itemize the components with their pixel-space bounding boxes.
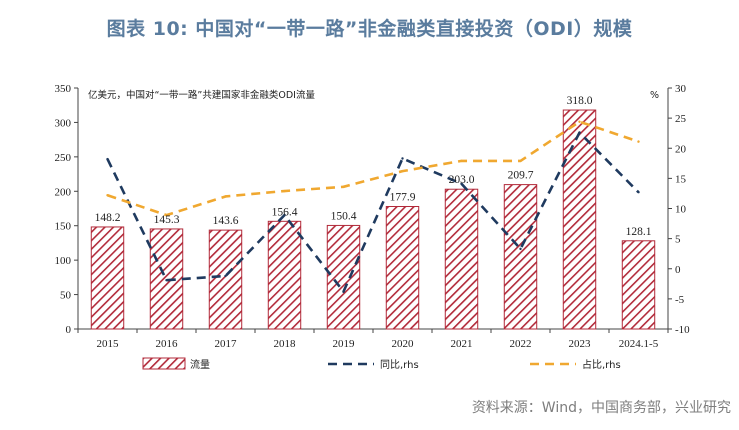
x-axis-tick-label: 2022 <box>510 338 532 350</box>
bar-data-label: 203.0 <box>449 174 475 186</box>
data-labels: 148.2 145.3 143.6 156.4 150.4 177.9 203.0 209.7… <box>95 95 652 238</box>
left-axis-tick-label: 350 <box>55 83 72 95</box>
bar <box>385 206 420 330</box>
legend-share-label: 占比,rhs <box>582 358 621 371</box>
yoy-point <box>283 213 286 217</box>
x-axis-tick-label: 2023 <box>569 338 592 350</box>
right-axis-tick-label: 30 <box>675 83 687 95</box>
bar-data-label: 148.2 <box>95 212 121 224</box>
share-point <box>106 194 109 197</box>
x-axis-tick-label: 2020 <box>392 338 415 350</box>
bar <box>562 109 597 330</box>
bar <box>444 188 479 330</box>
legend-bar-swatch <box>142 357 186 370</box>
bar-series <box>90 109 656 330</box>
left-axis-tick-label: 300 <box>55 117 72 129</box>
share-point <box>460 159 463 163</box>
left-axis-tick-label: 250 <box>55 152 72 164</box>
yoy-point <box>460 182 463 185</box>
bar <box>149 228 184 330</box>
right-axis-tick-label: -5 <box>675 294 685 306</box>
right-axis-tick-label: 15 <box>675 173 687 185</box>
left-axis-tick-label: 0 <box>66 324 72 336</box>
share-point <box>519 159 522 163</box>
bar <box>267 220 302 330</box>
bar <box>326 224 361 330</box>
yoy-point <box>519 247 522 251</box>
share-point <box>578 120 581 123</box>
left-axis-tick-label: 150 <box>55 221 72 233</box>
legend-yoy-label: 同比,rhs <box>380 359 419 371</box>
bar-data-label: 177.9 <box>390 192 416 204</box>
yoy-point <box>401 157 404 160</box>
bar <box>503 184 538 330</box>
x-axis-tick-label: 2018 <box>274 338 297 350</box>
chart-title: 图表 10: 中国对“一带一路”非金融类直接投资（ODI）规模 <box>106 18 633 40</box>
bar-data-label: 150.4 <box>331 210 357 222</box>
bar-data-label: 318.0 <box>567 95 593 107</box>
right-axis-tick-label: -10 <box>675 324 690 336</box>
right-axis-unit: % <box>650 90 659 101</box>
right-axis-tick-label: 5 <box>675 234 681 246</box>
x-axis-tick-label: 2019 <box>333 338 356 350</box>
left-axis-tick-label: 50 <box>60 290 72 302</box>
share-point <box>637 140 640 143</box>
bar <box>90 226 125 330</box>
yoy-point <box>578 131 581 134</box>
share-point <box>342 185 345 189</box>
x-axis-tick-label: 2016 <box>156 338 179 350</box>
left-axis-tick-label: 100 <box>55 255 72 267</box>
bar-data-label: 128.1 <box>626 226 652 238</box>
bar-data-label: 156.4 <box>272 206 298 218</box>
x-axis-tick-label: 2017 <box>215 338 238 350</box>
yoy-line <box>106 131 640 293</box>
bar <box>208 229 243 330</box>
share-point <box>401 169 404 173</box>
yoy-point <box>106 157 109 161</box>
legend-bar-label: 流量 <box>190 358 210 371</box>
share-point <box>224 195 227 198</box>
left-axis-tick-label: 200 <box>55 186 72 198</box>
chart-legend: 流量 同比,rhs 占比,rhs <box>142 357 621 371</box>
right-axis-tick-label: 25 <box>675 113 687 125</box>
yoy-point <box>342 290 345 293</box>
yoy-point <box>637 191 640 194</box>
bar <box>621 240 656 330</box>
bar-data-label: 145.3 <box>154 214 180 226</box>
line-series <box>106 120 640 293</box>
chart-axes: 0 50 100 150 200 250 300 350 -10 -5 0 5 10 15 20 25 30 20… <box>55 83 691 350</box>
bar-data-label: 143.6 <box>213 215 239 227</box>
share-line <box>107 120 639 217</box>
right-axis-tick-label: 20 <box>675 143 687 155</box>
source-note: 资料来源：Wind，中国商务部，兴业研究 <box>471 400 731 416</box>
x-axis-tick-label: 2021 <box>451 338 473 350</box>
bar-data-label: 209.7 <box>508 170 534 182</box>
share-point <box>165 213 168 217</box>
share-point <box>283 189 286 193</box>
x-axis-tick-label: 2024.1-5 <box>619 338 659 350</box>
right-axis-tick-label: 0 <box>675 264 681 276</box>
x-axis-tick-label: 2015 <box>97 338 120 350</box>
yoy-point <box>224 274 227 278</box>
left-axis-note: 亿美元，中国对“一带一路”共建国家非金融类ODI流量 <box>88 89 315 101</box>
right-axis-tick-label: 10 <box>675 204 687 216</box>
yoy-point <box>165 278 168 282</box>
